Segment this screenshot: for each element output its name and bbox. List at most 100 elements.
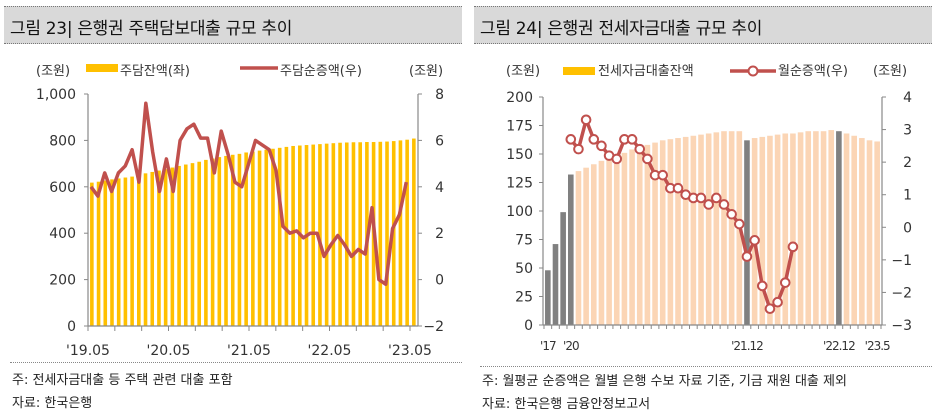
jeonse-balance-bar bbox=[583, 167, 589, 325]
left-footnote-divider bbox=[10, 362, 462, 363]
balance-bar bbox=[177, 165, 181, 326]
right-chart-title: 그림 24| 은행권 전세자금대출 규모 추이 bbox=[480, 19, 763, 39]
data-point-marker bbox=[787, 241, 799, 253]
right-y-tick-label: −1 bbox=[891, 253, 912, 269]
balance-bar bbox=[197, 161, 201, 326]
legend-marker-icon bbox=[747, 65, 759, 77]
jeonse-balance-bar bbox=[820, 131, 827, 325]
right-y-tick-label: 3 bbox=[903, 123, 912, 139]
net-increase-line bbox=[89, 101, 409, 286]
right-chart-title-bar: 그림 24| 은행권 전세자금대출 규모 추이 bbox=[474, 6, 932, 44]
balance-bar bbox=[351, 142, 356, 326]
jeonse-balance-bar bbox=[805, 131, 812, 325]
left-y-tick-label: 100 bbox=[506, 204, 533, 220]
x-tick-label: '21.05 bbox=[227, 343, 271, 359]
right-unit-label-right: (조원) bbox=[873, 64, 907, 79]
legend-label-net-increase: 주담순증액(우) bbox=[280, 64, 362, 79]
balance-bar bbox=[378, 141, 383, 326]
balance-bar bbox=[130, 176, 134, 326]
balance-bar bbox=[90, 182, 94, 326]
balance-bar bbox=[284, 146, 289, 326]
left-y-tick-label: 200 bbox=[506, 90, 533, 106]
data-point-marker bbox=[634, 143, 646, 155]
balance-bar bbox=[331, 143, 336, 326]
jeonse-balance-bar bbox=[667, 139, 674, 325]
balance-bar bbox=[358, 142, 362, 326]
jeonse-balance-bar bbox=[874, 141, 880, 325]
left-chart-note: 주: 전세자금대출 등 주택 관련 대출 포함 bbox=[12, 373, 233, 388]
jeonse-balance-bar bbox=[828, 130, 835, 325]
data-point-marker bbox=[734, 218, 745, 230]
right-chart-note: 주: 월평균 순증액은 월별 은행 수보 자료 기준, 기금 재원 대출 제외 bbox=[482, 374, 847, 389]
left-chart-panel: 그림 23| 은행권 주택담보대출 규모 추이 (조원) 주담잔액(좌) 주담순증액… bbox=[4, 0, 468, 419]
data-point-marker bbox=[611, 153, 623, 165]
jeonse-balance-bar bbox=[767, 135, 773, 325]
balance-bar bbox=[344, 142, 349, 326]
left-y-tick-label: 125 bbox=[506, 176, 533, 192]
balance-bar bbox=[385, 141, 389, 326]
x-tick-label: '23.5 bbox=[865, 339, 890, 353]
left-y-tick-label: 200 bbox=[49, 273, 76, 289]
balance-bar bbox=[271, 148, 275, 326]
right-footnote-divider bbox=[480, 366, 932, 367]
jeonse-balance-bar bbox=[751, 138, 758, 325]
jeonse-balance-bar bbox=[659, 140, 666, 325]
data-point-marker bbox=[695, 192, 707, 204]
balance-bar bbox=[190, 163, 195, 326]
left-y-tick-label: 0 bbox=[524, 318, 533, 334]
data-point-marker bbox=[726, 208, 737, 220]
balance-bar bbox=[163, 169, 168, 326]
jeonse-balance-bar bbox=[675, 138, 681, 325]
left-y-tick-label: 400 bbox=[49, 226, 76, 242]
left-chart-title-bar: 그림 23| 은행권 주택담보대출 규모 추이 bbox=[4, 6, 462, 44]
data-point-marker bbox=[642, 153, 653, 165]
left-y-tick-label: 800 bbox=[49, 133, 76, 149]
legend-label-balance: 주담잔액(좌) bbox=[120, 64, 190, 79]
jeonse-balance-bar bbox=[568, 174, 574, 325]
x-tick-label: '20 bbox=[563, 339, 579, 353]
jeonse-balance-bar bbox=[682, 136, 689, 325]
left-chart-title: 그림 23| 은행권 주택담보대출 규모 추이 bbox=[10, 19, 293, 39]
legend-bar-swatch bbox=[563, 67, 595, 75]
data-point-marker bbox=[580, 114, 592, 126]
balance-bar bbox=[210, 158, 215, 326]
left-y-tick-label: 25 bbox=[515, 290, 533, 306]
x-tick-label: '22.05 bbox=[308, 343, 352, 359]
left-y-tick-label: 175 bbox=[506, 119, 533, 135]
jeonse-balance-bar bbox=[782, 133, 789, 325]
right-y-tick-label: −2 bbox=[891, 285, 912, 301]
balance-bar bbox=[291, 145, 295, 326]
jeonse-balance-bar bbox=[690, 135, 697, 325]
balance-bar bbox=[412, 138, 416, 326]
left-chart-source: 자료: 한국은행 bbox=[12, 396, 93, 411]
data-point-marker bbox=[764, 303, 776, 315]
jeonse-balance-bar bbox=[705, 133, 712, 325]
data-point-marker bbox=[573, 143, 584, 155]
right-y-tick-label: 2 bbox=[435, 226, 444, 242]
data-point-marker bbox=[672, 182, 684, 194]
data-point-marker bbox=[565, 134, 577, 145]
right-y-tick-label: 2 bbox=[903, 155, 912, 171]
jeonse-balance-bar bbox=[790, 133, 796, 325]
right-y-tick-label: 8 bbox=[435, 87, 444, 103]
data-point-marker bbox=[703, 199, 714, 210]
x-tick-label: '23.05 bbox=[388, 343, 432, 359]
legend-label-monthly-increase: 월순증액(우) bbox=[778, 64, 848, 79]
jeonse-balance-bar bbox=[644, 144, 651, 325]
jeonse-balance-bar bbox=[713, 132, 720, 325]
balance-bar bbox=[264, 149, 269, 326]
balance-bar bbox=[157, 170, 161, 326]
balance-bar bbox=[277, 147, 282, 326]
jeonse-balance-bar bbox=[851, 135, 857, 325]
jeonse-balance-bar bbox=[598, 160, 605, 325]
right-chart-source: 자료: 한국은행 금융안정보고서 bbox=[482, 397, 651, 412]
data-point-marker bbox=[588, 134, 600, 145]
jeonse-balance-bar bbox=[721, 131, 727, 325]
balance-bar bbox=[137, 174, 141, 326]
legend-label-jeonse-balance: 전세자금대출잔액 bbox=[598, 64, 694, 79]
x-tick-label: '19.05 bbox=[66, 343, 110, 359]
jeonse-balance-bar bbox=[629, 149, 635, 325]
balance-bar bbox=[116, 178, 121, 326]
balance-bar bbox=[143, 173, 148, 326]
right-chart-plot: (조원) 전세자금대출잔액 월순증액(우) (조원) 0 25 50 75 100 125 150 1… bbox=[506, 64, 912, 353]
